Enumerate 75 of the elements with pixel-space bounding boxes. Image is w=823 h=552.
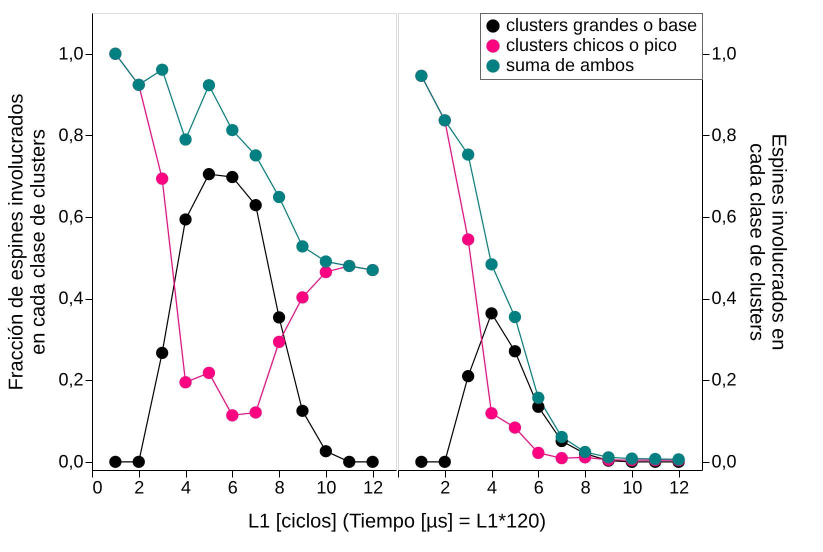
point [272,336,286,348]
point [462,370,474,382]
point [109,456,122,468]
point [532,392,544,404]
legend-label: clusters chicos o pico [506,35,678,55]
point [438,456,451,468]
point [320,445,332,458]
point [156,346,168,360]
point [508,421,522,434]
point [415,456,428,468]
y2-tick-label: 0,6 [712,206,737,227]
point [250,149,262,162]
point [179,213,192,226]
point [132,456,145,468]
point [156,172,168,185]
legend-label: clusters grandes o base [506,15,698,35]
x-tick-label: 8 [580,478,591,498]
point [320,255,332,268]
point [272,190,286,204]
point [532,446,544,459]
y-axis-title: Fracción de espines involucrados en cada clase de clusters [5,94,50,390]
point [202,366,216,379]
point [462,233,474,246]
x-tick-label: 6 [534,478,544,498]
point [179,376,192,388]
y-tick-label: 0,8 [58,124,84,145]
y2-tick-label: 0,4 [712,288,737,308]
point [556,430,568,444]
point [343,456,356,468]
point [156,64,168,76]
x-tick-label: 10 [622,478,642,498]
point [508,345,522,358]
point [462,148,474,161]
legend-label: suma de ambos [506,55,634,75]
x-tick-label: 10 [316,478,336,498]
point [179,133,192,146]
point [250,406,262,419]
point [485,407,498,420]
x-tick-label: 2 [134,478,144,498]
x-tick-label: 4 [487,478,498,498]
point [272,311,286,324]
y-tick-label: 0,2 [58,370,84,390]
x-axis-title: L1 [ciclos] (Tiempo [µs] = L1*120) [248,510,546,532]
y-tick-label: 0,4 [58,288,84,308]
y2-axis-title: Espines involucrados en cada clase de clusters [746,134,790,350]
point [226,409,238,422]
point [250,199,262,212]
x-tick-label: 0 [92,478,103,498]
y2-tick-label: 0,8 [712,124,737,145]
point [296,291,309,304]
point [202,168,216,180]
x-tick-label: 6 [228,478,238,498]
y2-tick-label: 0,2 [712,370,737,390]
x-tick-label: 12 [363,478,384,498]
x-tick-label: 12 [669,478,690,498]
point [296,404,309,417]
point [366,456,379,468]
y-tick-label: 0,0 [58,451,84,472]
x-tick-label: 4 [181,478,192,498]
point [320,266,332,278]
y-tick-label: 1,0 [58,43,84,64]
point [485,307,498,320]
y2-tick-label: 0,0 [712,451,737,472]
point [226,170,238,184]
x-tick-label: 8 [274,478,285,498]
y-tick-label: 0,6 [58,206,84,227]
point [226,124,238,136]
point [508,310,522,324]
point [485,258,498,270]
point [602,451,615,464]
point [296,240,309,253]
x-tick-label: 2 [440,478,450,498]
y2-tick-label: 1,0 [712,43,737,64]
point [556,452,568,464]
point [202,79,216,92]
